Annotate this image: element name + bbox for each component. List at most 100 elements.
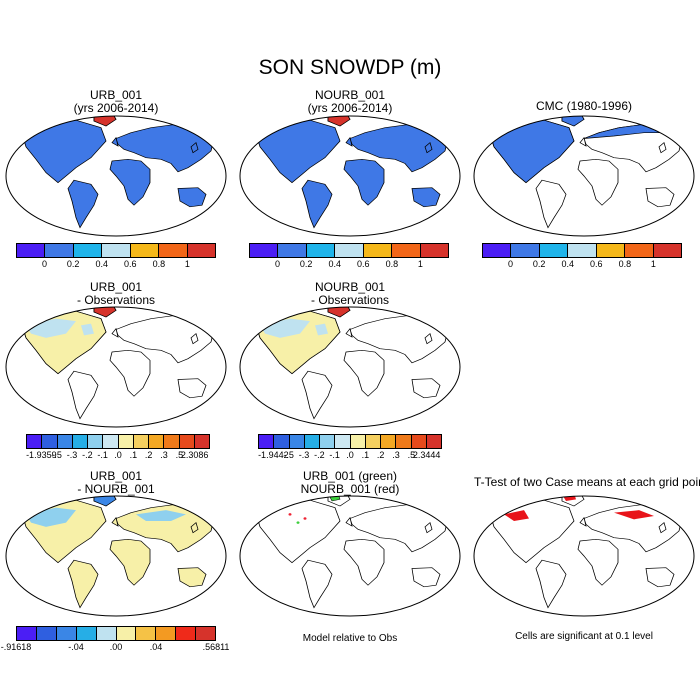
colorbar-box: [196, 627, 216, 640]
colorbar-tick-label: .04: [149, 642, 163, 652]
colorbar-tick-label: 0.4: [328, 259, 341, 269]
panel-title-line: URB_001: [89, 469, 143, 483]
colorbar-tick-label: 0.8: [618, 259, 632, 269]
colorbar-box: [289, 435, 305, 448]
colorbar-box: [156, 627, 177, 640]
panel-title-line: NOURB_001: [314, 88, 386, 102]
colorbar-tick-label: -.5: [283, 450, 294, 460]
colorbar-box: [96, 627, 117, 640]
colorbar-box: [250, 244, 279, 257]
colorbar-tick-label: .00: [109, 642, 123, 652]
colorbar-box: [17, 244, 46, 257]
colorbar-tick-label: -.2: [82, 450, 93, 460]
colorbar-tick-label: 1: [650, 259, 656, 269]
colorbar-labels: 0 0.2 0.4 0.6 0.8 1: [482, 258, 682, 270]
colorbar-tick-label: 0.8: [385, 259, 399, 269]
note-significance: Cells are significant at 0.1 level: [515, 631, 653, 642]
colorbar-tick-label: 0.6: [124, 259, 137, 269]
panel-title-line: NOURB_001: [314, 280, 386, 294]
colorbar-box: [118, 435, 134, 448]
panel-title-line: URB_001 (green): [302, 469, 398, 483]
colorbar-box: [45, 244, 74, 257]
colorbar-tick-label: .2: [144, 450, 153, 460]
map-green-red: [239, 495, 461, 617]
colorbar-box: [88, 435, 104, 448]
colorbar-labels: -1.9359 -.5 -.3 -.2 -.1 .0 .1 .2 .3 .5 2.3086: [26, 449, 210, 461]
colorbar-labels: 0 0.2 0.4 0.6 0.8 1: [249, 258, 449, 270]
colorbar-box: [136, 627, 157, 640]
colorbar-tick-label: 0: [275, 259, 281, 269]
panel-title-line: NOURB_001 (red): [300, 482, 400, 496]
colorbar-box: [381, 435, 397, 448]
colorbar-box: [116, 627, 137, 640]
colorbar-box: [76, 627, 97, 640]
colorbar-boxes: [16, 626, 216, 641]
colorbar-box: [306, 244, 336, 257]
panel-title-urb-obs: URB_001 - Observations: [6, 281, 226, 307]
colorbar-box: [335, 244, 364, 257]
panel-title-line: (yrs 2006-2014): [307, 101, 393, 115]
colorbar-box: [274, 435, 290, 448]
panel-title-green-red: URB_001 (green) NOURB_001 (red): [240, 470, 460, 496]
colorbar-box: [320, 435, 336, 448]
colorbar-box: [27, 435, 43, 448]
panel-title-line: CMC (1980-1996): [535, 99, 633, 113]
colorbar-box: [511, 244, 540, 257]
colorbar-labels: -1.9442 -.5 -.3 -.2 -.1 .0 .1 .2 .3 .5 2.3444: [258, 449, 442, 461]
colorbar-tick-label: 1: [417, 259, 423, 269]
colorbar-box: [363, 244, 393, 257]
colorbar-tick-label: .56811: [202, 642, 230, 652]
panel-title-nourb-obs: NOURB_001 - Observations: [240, 281, 460, 307]
colorbar-box: [350, 435, 366, 448]
colorbar-tick-label: -1.9442: [258, 450, 289, 460]
colorbar-box: [130, 244, 160, 257]
map-nourb-obs: [239, 306, 461, 428]
colorbar-box: [411, 435, 427, 448]
colorbar-tick-label: -.1: [329, 450, 340, 460]
colorbar-box: [187, 244, 215, 257]
colorbar-tick-label: -1.9359: [26, 450, 57, 460]
panel-title-line: (yrs 2006-2014): [73, 101, 159, 115]
colorbar-tick-label: .3: [160, 450, 168, 460]
colorbar-box: [72, 435, 88, 448]
colorbar-tick-label: .5: [175, 450, 184, 460]
colorbar-box: [42, 435, 58, 448]
colorbar-boxes: [26, 434, 210, 449]
colorbar-labels: -.91618 -.04 .00 .04 .56811: [1, 641, 230, 653]
colorbar-box: [653, 244, 681, 257]
colorbar-box: [36, 627, 57, 640]
colorbar-tick-label: .5: [407, 450, 416, 460]
colorbar-box: [159, 244, 188, 257]
colorbar-box: [73, 244, 103, 257]
colorbar-box: [179, 435, 195, 448]
colorbar-tick-label: 0.2: [66, 259, 80, 269]
colorbar-tick-label: -.3: [298, 450, 310, 460]
colorbar-tick-label: .0: [114, 450, 122, 460]
panel-title-urb-nourb: URB_001 - NOURB_001: [6, 470, 226, 496]
colorbar-obs-1: -1.9359 -.5 -.3 -.2 -.1 .0 .1 .2 .3 .5 2.3086: [26, 434, 210, 461]
colorbar-tick-label: .1: [129, 450, 138, 460]
colorbar-tick-label: -.91618: [0, 642, 32, 652]
colorbar-box: [56, 627, 77, 640]
colorbar-box: [304, 435, 320, 448]
panel-title-cmc: CMC (1980-1996): [474, 100, 694, 113]
colorbar-tick-label: -.2: [314, 450, 325, 460]
colorbar-tick-label: 0.2: [532, 259, 546, 269]
colorbar-box: [365, 435, 381, 448]
colorbar-tick-label: -.1: [97, 450, 108, 460]
colorbar-obs-2: -1.9442 -.5 -.3 -.2 -.1 .0 .1 .2 .3 .5 2.3444: [258, 434, 442, 461]
colorbar-boxes: [258, 434, 442, 449]
colorbar-tick-label: 1: [184, 259, 190, 269]
map-urb-nourb: [5, 495, 227, 617]
panel-title-nourb: NOURB_001 (yrs 2006-2014): [240, 89, 460, 115]
colorbar-box: [194, 435, 209, 448]
colorbar-box: [149, 435, 165, 448]
colorbar-tick-label: -.5: [51, 450, 62, 460]
colorbar-box: [596, 244, 626, 257]
map-nourb: [239, 115, 461, 237]
panel-title-line: T-Test of two Case means at each grid po…: [474, 475, 700, 489]
colorbar-tick-label: 2.3444: [412, 450, 441, 460]
colorbar-abs-2: 0 0.2 0.4 0.6 0.8 1: [249, 243, 449, 270]
panel-title-line: - Observations: [310, 293, 390, 307]
colorbar-box: [57, 435, 73, 448]
